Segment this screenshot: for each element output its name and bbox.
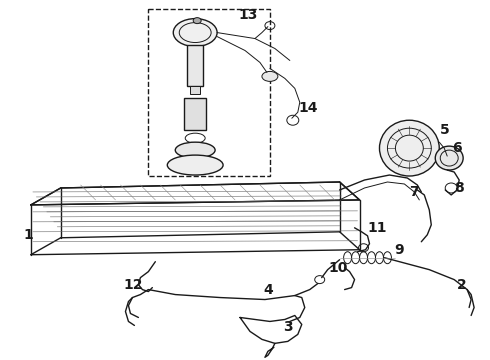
Ellipse shape <box>193 18 201 24</box>
Text: 10: 10 <box>328 261 347 275</box>
Text: 1: 1 <box>23 228 33 242</box>
Bar <box>190 86 200 94</box>
Text: 13: 13 <box>238 8 258 22</box>
Text: 5: 5 <box>441 123 450 137</box>
Text: 8: 8 <box>454 181 464 195</box>
Ellipse shape <box>435 146 463 170</box>
Ellipse shape <box>175 142 215 158</box>
Text: 12: 12 <box>123 278 143 292</box>
Text: 6: 6 <box>452 141 462 155</box>
Text: 2: 2 <box>457 278 467 292</box>
Ellipse shape <box>173 19 217 46</box>
Bar <box>184 98 206 130</box>
Bar <box>148 9 270 176</box>
Text: 14: 14 <box>298 101 318 115</box>
Ellipse shape <box>262 71 278 81</box>
Ellipse shape <box>167 155 223 175</box>
Text: 3: 3 <box>283 320 293 334</box>
Text: 11: 11 <box>368 221 387 235</box>
Ellipse shape <box>379 120 439 176</box>
Text: 7: 7 <box>410 185 419 199</box>
Text: 9: 9 <box>394 243 404 257</box>
Text: 4: 4 <box>263 283 273 297</box>
Bar <box>187 45 203 86</box>
